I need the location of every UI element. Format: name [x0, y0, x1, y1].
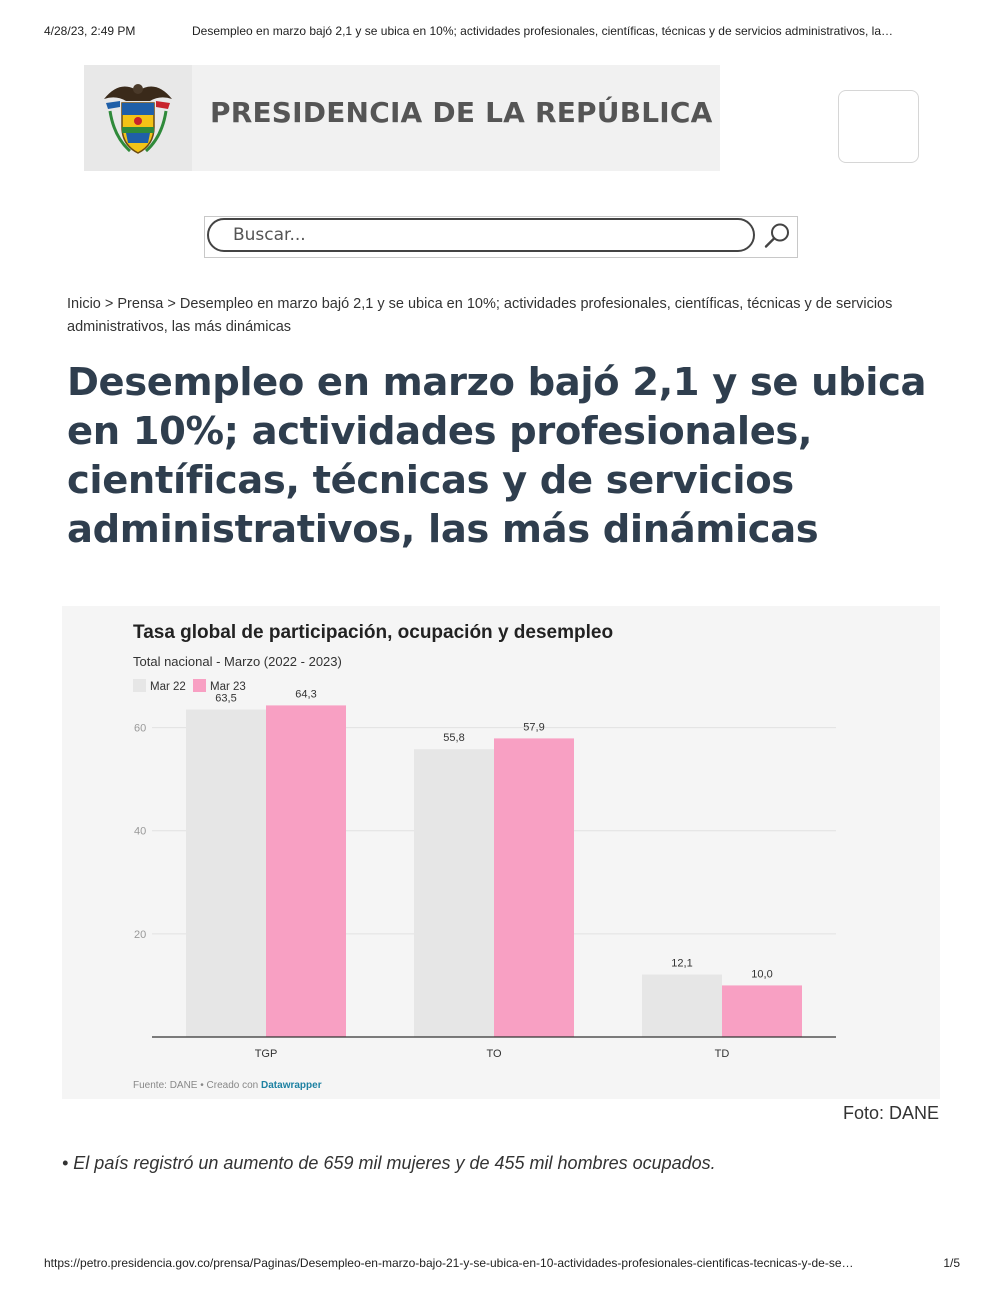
- breadcrumb-item-inicio[interactable]: Inicio: [67, 296, 101, 312]
- bar-td-2: [722, 985, 802, 1037]
- chart-source-text: Fuente: DANE • Creado con: [133, 1080, 261, 1091]
- breadcrumb-current: Desempleo en marzo bajó 2,1 y se ubica e…: [67, 296, 893, 335]
- search-input[interactable]: [207, 218, 755, 252]
- legend-swatch-2: [193, 679, 206, 692]
- site-banner[interactable]: PRESIDENCIA DE LA REPÚBLICA: [84, 65, 720, 171]
- bar-to-1: [414, 749, 494, 1037]
- breadcrumb-separator: >: [104, 296, 114, 312]
- datawrapper-link[interactable]: Datawrapper: [261, 1080, 322, 1091]
- site-brand-title: PRESIDENCIA DE LA REPÚBLICA: [210, 96, 713, 129]
- data-label: 64,3: [295, 688, 316, 700]
- print-datetime: 4/28/23, 2:49 PM: [44, 24, 136, 38]
- legend-label-1: Mar 22: [150, 681, 186, 693]
- x-tick-label: TGP: [255, 1048, 278, 1060]
- y-tick-label: 60: [134, 723, 146, 735]
- data-label: 10,0: [751, 968, 772, 980]
- bar-tgp-1: [186, 709, 266, 1037]
- legend-label-2: Mar 23: [210, 681, 246, 693]
- search-button[interactable]: [761, 220, 793, 252]
- data-label: 57,9: [523, 721, 544, 733]
- x-tick-label: TD: [715, 1048, 730, 1060]
- print-page-number: 1/5: [943, 1256, 960, 1270]
- bar-to-2: [494, 738, 574, 1037]
- search-icon: [764, 223, 789, 248]
- chart-subtitle: Total nacional - Marzo (2022 - 2023): [133, 654, 342, 669]
- chart-figure: Tasa global de participación, ocupación …: [62, 606, 940, 1099]
- data-label: 63,5: [215, 693, 236, 705]
- legend-swatch-1: [133, 679, 146, 692]
- bar-chart: Tasa global de participación, ocupación …: [133, 622, 836, 1091]
- page-title: Desempleo en marzo bajó 2,1 y se ubica e…: [67, 360, 927, 552]
- chart-title: Tasa global de participación, ocupación …: [133, 622, 613, 643]
- print-url: https://petro.presidencia.gov.co/prensa/…: [44, 1256, 854, 1270]
- chart-source: Fuente: DANE • Creado con Datawrapper: [133, 1080, 322, 1091]
- bar-tgp-2: [266, 705, 346, 1037]
- y-tick-label: 40: [134, 826, 146, 838]
- logo-container: [84, 65, 192, 171]
- breadcrumb-separator: >: [167, 296, 176, 312]
- bar-td-1: [642, 974, 722, 1037]
- print-page-title: Desempleo en marzo bajó 2,1 y se ubica e…: [192, 24, 894, 38]
- breadcrumb-item-prensa[interactable]: Prensa: [117, 296, 164, 312]
- x-tick-label: TO: [486, 1048, 502, 1060]
- breadcrumb: Inicio > Prensa > Desempleo en marzo baj…: [67, 293, 927, 339]
- menu-button[interactable]: [838, 90, 919, 163]
- article-bullet: • El país registró un aumento de 659 mil…: [62, 1153, 716, 1173]
- search-bar: [204, 216, 798, 258]
- colombia-coat-of-arms-icon: [104, 84, 172, 154]
- data-label: 12,1: [671, 958, 692, 970]
- data-label: 55,8: [443, 732, 464, 744]
- image-caption: Foto: DANE: [842, 1103, 939, 1123]
- y-tick-label: 20: [134, 929, 146, 941]
